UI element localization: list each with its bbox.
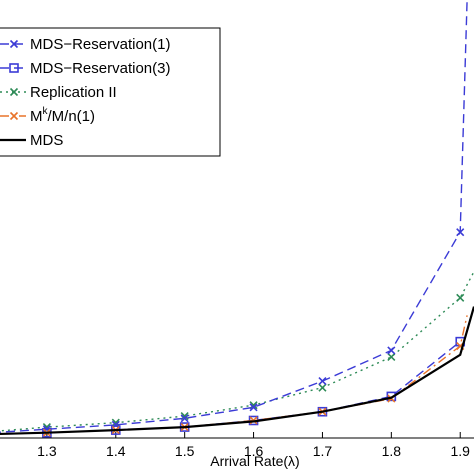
legend-entry: MDS (0, 132, 63, 149)
legend-label: MDS−Reservation(1) (30, 36, 170, 53)
legend-label: Replication II (30, 84, 117, 101)
series-m-k-m-n-1 (0, 315, 468, 437)
data-point (456, 293, 465, 302)
legend-marker (9, 39, 19, 49)
data-point (180, 414, 189, 423)
series-line (0, 306, 474, 436)
legend-entry: MDS−Reservation(3) (0, 60, 170, 77)
data-point (318, 383, 327, 392)
x-axis-label: Arrival Rate(λ) (210, 453, 299, 469)
series-mds (0, 306, 474, 436)
legend-entry: Mk/M/n(1) (0, 106, 95, 125)
x-tick-label: 1.8 (382, 443, 402, 459)
x-tick-label: 1.5 (175, 443, 195, 459)
data-point (249, 403, 258, 412)
legend-marker (9, 111, 19, 121)
legend-entry: Replication II (0, 84, 117, 101)
legend-items: MDS−Reservation(1) MDS−Reservation(3) Repl… (0, 36, 170, 149)
x-axis-ticks: 1.3 1.4 1.5 1.6 1.7 1.8 1.9 (37, 432, 470, 459)
plot-area: 1.3 1.4 1.5 1.6 1.7 1.8 1.9 (0, 0, 474, 459)
legend-label: MDS (30, 132, 63, 149)
data-point (456, 228, 465, 237)
legend-label: Mk/M/n(1) (30, 106, 95, 125)
legend-box (0, 27, 221, 157)
series-line (0, 271, 474, 432)
x-tick-label: 1.9 (450, 443, 470, 459)
series-replication-ii (0, 271, 474, 432)
x-tick-label: 1.4 (106, 443, 126, 459)
series-line (0, 341, 461, 435)
x-tick-label: 1.7 (313, 443, 333, 459)
data-point (387, 352, 396, 362)
series-layer (0, 0, 474, 438)
x-tick-label: 1.3 (37, 443, 57, 459)
legend-marker (9, 87, 19, 97)
series-line (0, 0, 468, 433)
legend-label: MDS−Reservation(3) (30, 60, 170, 77)
data-point (387, 346, 396, 355)
x-tick-label: 1.6 (244, 443, 264, 459)
series-mds-reservation-1 (0, 0, 468, 434)
series-line (0, 315, 468, 435)
legend: MDS−Reservation(1) MDS−Reservation(3) Repl… (0, 27, 221, 157)
data-point (318, 376, 327, 386)
legend-marker (9, 63, 19, 73)
legend-entry: MDS−Reservation(1) (0, 36, 170, 53)
